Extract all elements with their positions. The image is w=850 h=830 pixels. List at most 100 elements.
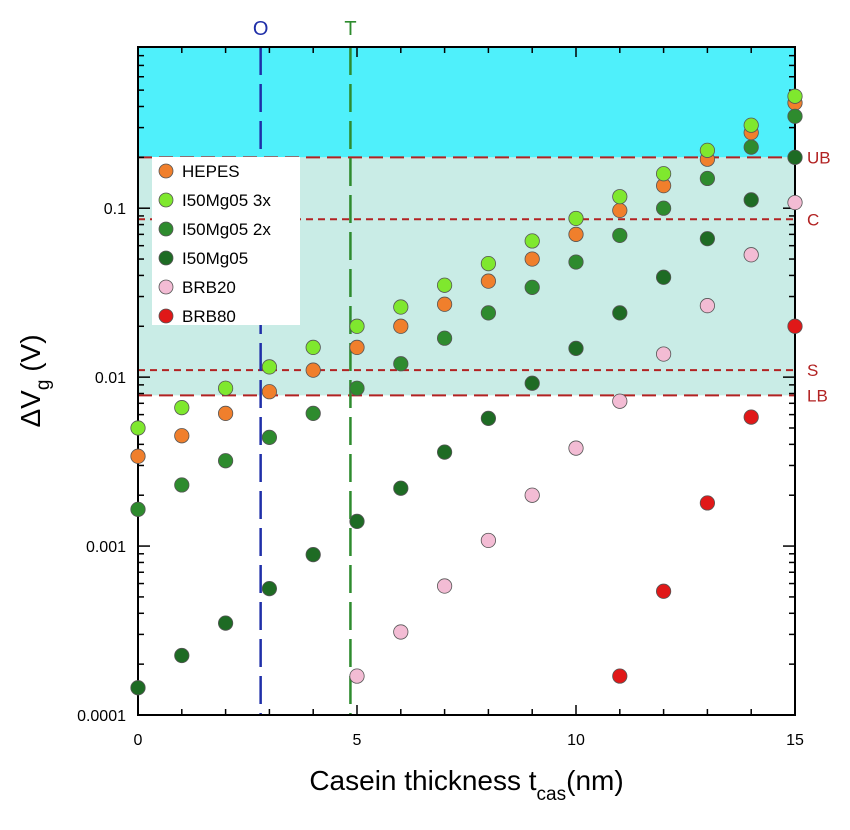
data-point: [305, 405, 321, 421]
data-point: [436, 578, 453, 594]
legend-marker: [158, 163, 174, 179]
x-axis-title-tail: (nm): [566, 765, 624, 796]
data-point: [655, 166, 672, 182]
data-point: [699, 170, 716, 187]
data-point: [393, 318, 409, 334]
reference-label-o: O: [253, 18, 269, 40]
data-point: [130, 501, 146, 517]
data-point: [787, 194, 803, 211]
data-point: [130, 448, 146, 464]
legend: HEPES I50Mg05 3x I50Mg05 2x I50Mg05 BRB20 BRB…: [152, 157, 300, 326]
data-point: [568, 210, 584, 227]
reference-label-t: T: [344, 18, 356, 40]
data-point: [218, 615, 234, 631]
data-point: [699, 231, 716, 247]
data-point: [524, 279, 540, 295]
data-point: [130, 680, 146, 696]
data-point: [524, 233, 540, 249]
x-tick-label: 5: [353, 732, 362, 749]
x-axis-title-sub: cas: [537, 784, 567, 805]
data-point: [655, 269, 672, 285]
series-brb20: [349, 194, 803, 684]
data-point: [743, 192, 759, 208]
data-point: [743, 117, 759, 133]
threshold-label-c: C: [807, 210, 819, 229]
data-point: [699, 495, 716, 511]
data-point: [393, 299, 409, 315]
data-point: [218, 380, 234, 396]
data-point: [218, 453, 234, 469]
series-hepes: [130, 95, 803, 464]
legend-marker: [158, 192, 174, 208]
x-tick-label: 10: [567, 732, 585, 749]
data-point: [787, 318, 803, 334]
data-point: [261, 429, 277, 445]
threshold-label-ub: UB: [807, 148, 831, 167]
y-axis-title: ΔVg (V): [15, 334, 54, 427]
y-tick-label: 0.0001: [77, 708, 126, 725]
data-point: [612, 393, 628, 409]
data-point: [612, 668, 628, 684]
threshold-label-lb: LB: [807, 386, 828, 405]
data-point: [612, 227, 628, 244]
legend-label: BRB20: [182, 278, 236, 297]
data-point: [655, 583, 672, 599]
data-point: [612, 202, 628, 219]
data-point: [787, 149, 803, 165]
data-point: [524, 251, 540, 267]
legend-label: I50Mg05 2x: [182, 220, 271, 239]
plot-frame: [137, 46, 796, 716]
data-point: [436, 444, 453, 460]
data-point: [480, 305, 496, 321]
data-point: [699, 298, 716, 314]
legend-label: I50Mg05 3x: [182, 191, 271, 210]
y-axis-title-main: ΔV: [15, 390, 46, 428]
data-point: [436, 296, 453, 312]
data-point: [524, 487, 540, 503]
data-point: [655, 200, 672, 216]
data-point: [787, 88, 803, 104]
series-i50mg05: [130, 149, 803, 696]
legend-marker: [158, 221, 174, 237]
y-axis-title-sub: g: [33, 380, 54, 391]
data-point: [305, 547, 321, 563]
data-point: [174, 647, 190, 664]
data-point: [130, 420, 146, 436]
data-point: [480, 532, 496, 549]
legend-marker: [158, 250, 174, 266]
data-point: [568, 254, 584, 270]
data-point: [218, 405, 234, 421]
data-point: [480, 410, 496, 426]
x-tick-label: 0: [134, 732, 143, 749]
data-point: [568, 440, 584, 456]
x-axis-title-main: Casein thickness t: [309, 765, 536, 796]
threshold-label-s: S: [807, 361, 818, 380]
legend-box: [152, 157, 300, 325]
y-tick-label: 0.01: [95, 370, 126, 387]
data-point: [305, 339, 321, 355]
data-point: [393, 624, 409, 640]
data-point: [699, 142, 716, 158]
data-point: [349, 513, 365, 529]
data-point: [568, 226, 584, 242]
y-tick-label: 0.001: [86, 539, 126, 556]
series-i50mg05-3x: [130, 88, 803, 436]
data-point: [261, 581, 277, 597]
data-point: [349, 339, 365, 355]
data-point: [787, 108, 803, 124]
legend-marker: [158, 308, 174, 324]
legend-label: I50Mg05: [182, 249, 248, 268]
data-point: [174, 428, 190, 444]
data-point: [174, 477, 190, 493]
data-point: [261, 359, 277, 375]
data-point: [174, 400, 190, 416]
data-point: [349, 318, 365, 334]
y-tick-label: 0.1: [104, 201, 126, 218]
x-axis-title: Casein thickness tcas(nm): [309, 765, 623, 805]
data-point: [349, 668, 365, 684]
data-point: [524, 375, 540, 391]
data-point: [612, 305, 628, 321]
data-point: [612, 189, 628, 205]
data-point: [261, 384, 277, 400]
